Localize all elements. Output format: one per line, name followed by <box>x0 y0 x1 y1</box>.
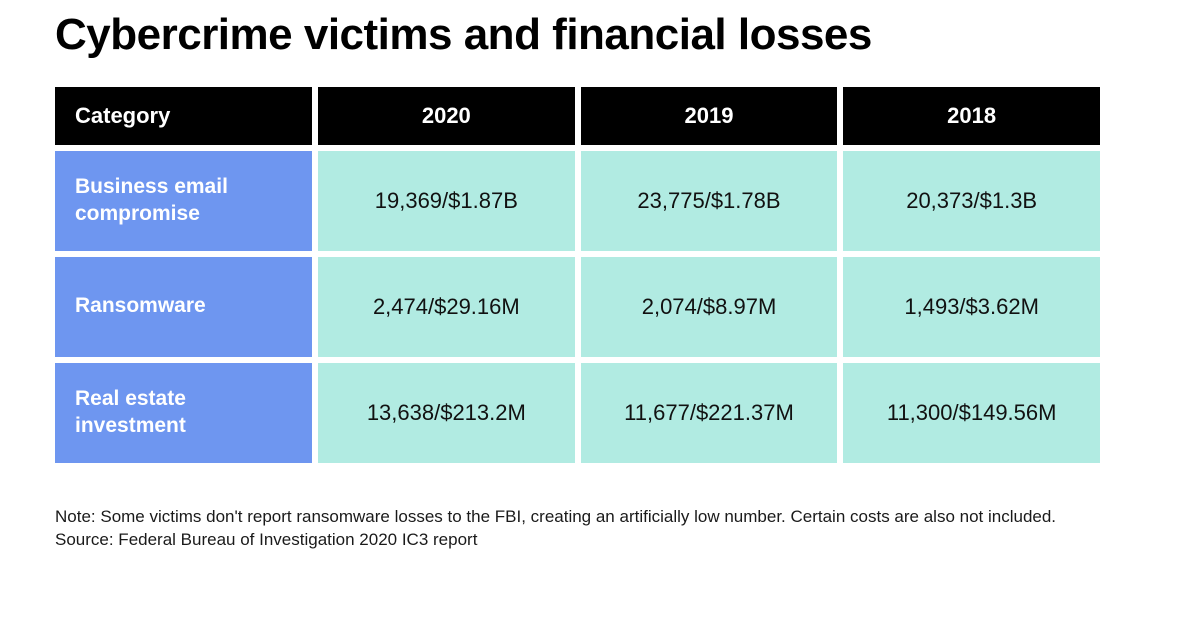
column-header-category: Category <box>55 86 312 145</box>
footnote-text: Note: Some victims don't report ransomwa… <box>55 506 1057 526</box>
value-cell-business-email-2018: 20,373/$1.3B <box>843 150 1100 251</box>
value-cell-real-estate-2018: 11,300/$149.56M <box>843 362 1100 463</box>
column-header-2020: 2020 <box>318 86 575 145</box>
value-cell-real-estate-2020: 13,638/$213.2M <box>318 362 575 463</box>
value-cell-ransomware-2018: 1,493/$3.62M <box>843 256 1100 357</box>
value-cell-real-estate-2019: 11,677/$221.37M <box>580 362 838 463</box>
value-cell-ransomware-2020: 2,474/$29.16M <box>318 256 575 357</box>
category-cell-business-email-compromise: Business email compromise <box>55 150 312 251</box>
column-header-2018: 2018 <box>843 86 1100 145</box>
source-text: Source: Federal Bureau of Investigation … <box>55 529 478 549</box>
value-cell-business-email-2020: 19,369/$1.87B <box>318 150 575 251</box>
value-cell-business-email-2019: 23,775/$1.78B <box>580 150 838 251</box>
value-cell-ransomware-2019: 2,074/$8.97M <box>580 256 838 357</box>
page-title: Cybercrime victims and financial losses <box>55 10 872 59</box>
footnotes: Note: Some victims don't report ransomwa… <box>55 505 1140 551</box>
category-cell-real-estate-investment: Real estate investment <box>55 362 312 463</box>
category-cell-ransomware: Ransomware <box>55 256 312 357</box>
infographic-page: Cybercrime victims and financial losses … <box>55 10 1140 551</box>
data-table: Category 2020 2019 2018 Business email c… <box>55 86 1100 463</box>
column-header-2019: 2019 <box>580 86 838 145</box>
